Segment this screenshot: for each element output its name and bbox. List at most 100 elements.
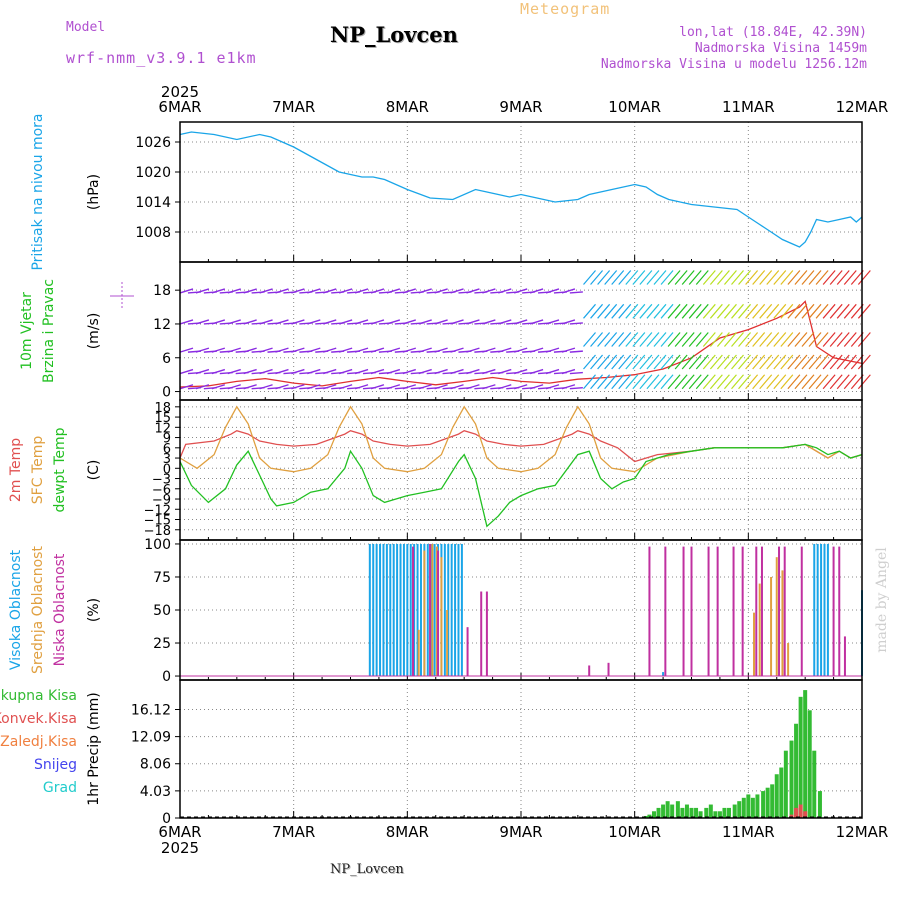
wind-barb	[759, 270, 773, 285]
wind-barb	[354, 347, 369, 353]
wind-barb	[794, 270, 808, 285]
bar-clouds	[446, 610, 449, 677]
wind-barb	[529, 288, 544, 294]
y-tick-label: 18	[153, 283, 171, 299]
wind-barb	[667, 270, 681, 285]
wind-barb	[583, 332, 596, 347]
wind-barb	[646, 374, 660, 390]
wind-barb	[307, 288, 321, 294]
wind-barb	[632, 270, 646, 285]
wind-barb	[653, 332, 667, 347]
wind-barb	[386, 319, 401, 325]
wind-barb	[815, 374, 829, 390]
wind-barb	[709, 270, 723, 285]
y-tick-label: 12	[154, 421, 171, 436]
wind-barb	[195, 288, 210, 294]
bar-precip	[675, 801, 680, 818]
wind-barb	[466, 319, 480, 325]
wind-barb	[370, 368, 385, 375]
wind-barb	[724, 270, 737, 285]
bar-clouds	[755, 546, 758, 677]
wind-barb	[808, 354, 822, 370]
bar-clouds	[783, 546, 786, 677]
wind-barb	[646, 303, 660, 319]
wind-barb	[639, 270, 653, 285]
wind-barb	[780, 374, 794, 390]
wind-barb	[738, 270, 752, 285]
series-line-wind	[179, 300, 863, 388]
wind-barb	[195, 384, 210, 390]
wind-barb	[259, 319, 273, 325]
wind-barb	[545, 347, 560, 353]
wind-barb	[291, 368, 305, 375]
x-tick-label-bottom: 10MAR	[608, 823, 661, 841]
bar-clouds	[843, 636, 846, 677]
bar-clouds	[716, 546, 719, 677]
bar-precip	[803, 811, 808, 818]
y-tick-label: 25	[153, 636, 171, 652]
wind-barb	[681, 303, 695, 319]
y-tick-label: 18	[154, 401, 171, 416]
bar-clouds	[429, 543, 432, 677]
wind-barb	[259, 288, 273, 294]
bar-precip	[755, 794, 760, 818]
wind-barb	[466, 347, 480, 353]
wind-barb	[716, 332, 730, 347]
y-tick-label: 1026	[135, 135, 171, 151]
bar-clouds	[820, 543, 823, 677]
wind-barb	[766, 332, 780, 347]
wind-barb	[857, 332, 871, 347]
wind-barb	[561, 319, 576, 325]
wind-barb	[402, 319, 416, 325]
wind-barb	[529, 347, 544, 353]
bar-clouds	[431, 543, 434, 677]
wind-barb	[822, 374, 836, 390]
y-tick-label: 100	[144, 537, 171, 553]
wind-barb	[482, 384, 496, 390]
wind-barb	[759, 332, 773, 347]
wind-barb	[702, 374, 716, 390]
wind-barb	[695, 332, 709, 347]
bar-clouds	[399, 543, 402, 677]
wind-barb	[815, 270, 829, 285]
wind-barb	[450, 319, 464, 325]
bar-precip	[783, 750, 788, 818]
wind-barb	[227, 384, 241, 390]
wind-barb	[724, 303, 737, 319]
bar-clouds	[375, 543, 378, 677]
wind-barb	[857, 270, 871, 285]
wind-barb	[338, 384, 353, 390]
wind-barb	[674, 270, 688, 285]
wind-compass-legend	[110, 282, 134, 310]
bar-precip	[741, 797, 746, 818]
wind-barb	[583, 374, 596, 390]
wind-barb	[843, 270, 857, 285]
wind-barb	[402, 384, 416, 390]
wind-barb	[418, 384, 432, 390]
wind-barb	[243, 347, 257, 353]
wind-barb	[618, 374, 632, 390]
wind-barb	[660, 374, 674, 390]
wind-barb	[323, 384, 337, 390]
y-tick-label: −15	[144, 514, 171, 529]
bar-clouds	[838, 546, 841, 677]
wind-barb	[307, 347, 321, 353]
wind-barb	[625, 332, 639, 347]
wind-barb	[773, 303, 787, 319]
wind-barb	[843, 303, 857, 319]
bar-precip	[722, 807, 727, 818]
side-label: dewpt Temp	[52, 427, 68, 512]
bar-clouds	[823, 543, 826, 677]
wind-barb	[529, 319, 544, 325]
legend-label: Zaledj.Kisa	[0, 734, 77, 750]
bar-clouds	[396, 543, 399, 677]
bar-precip	[644, 815, 649, 818]
wind-barb	[709, 354, 723, 370]
bar-clouds	[423, 550, 426, 677]
wind-barb	[482, 288, 496, 294]
wind-barb	[660, 332, 674, 347]
side-label: Pritisak na nivou mora	[30, 113, 46, 270]
x-tick-label-bottom: 8MAR	[386, 823, 429, 841]
wind-barb	[195, 319, 210, 325]
